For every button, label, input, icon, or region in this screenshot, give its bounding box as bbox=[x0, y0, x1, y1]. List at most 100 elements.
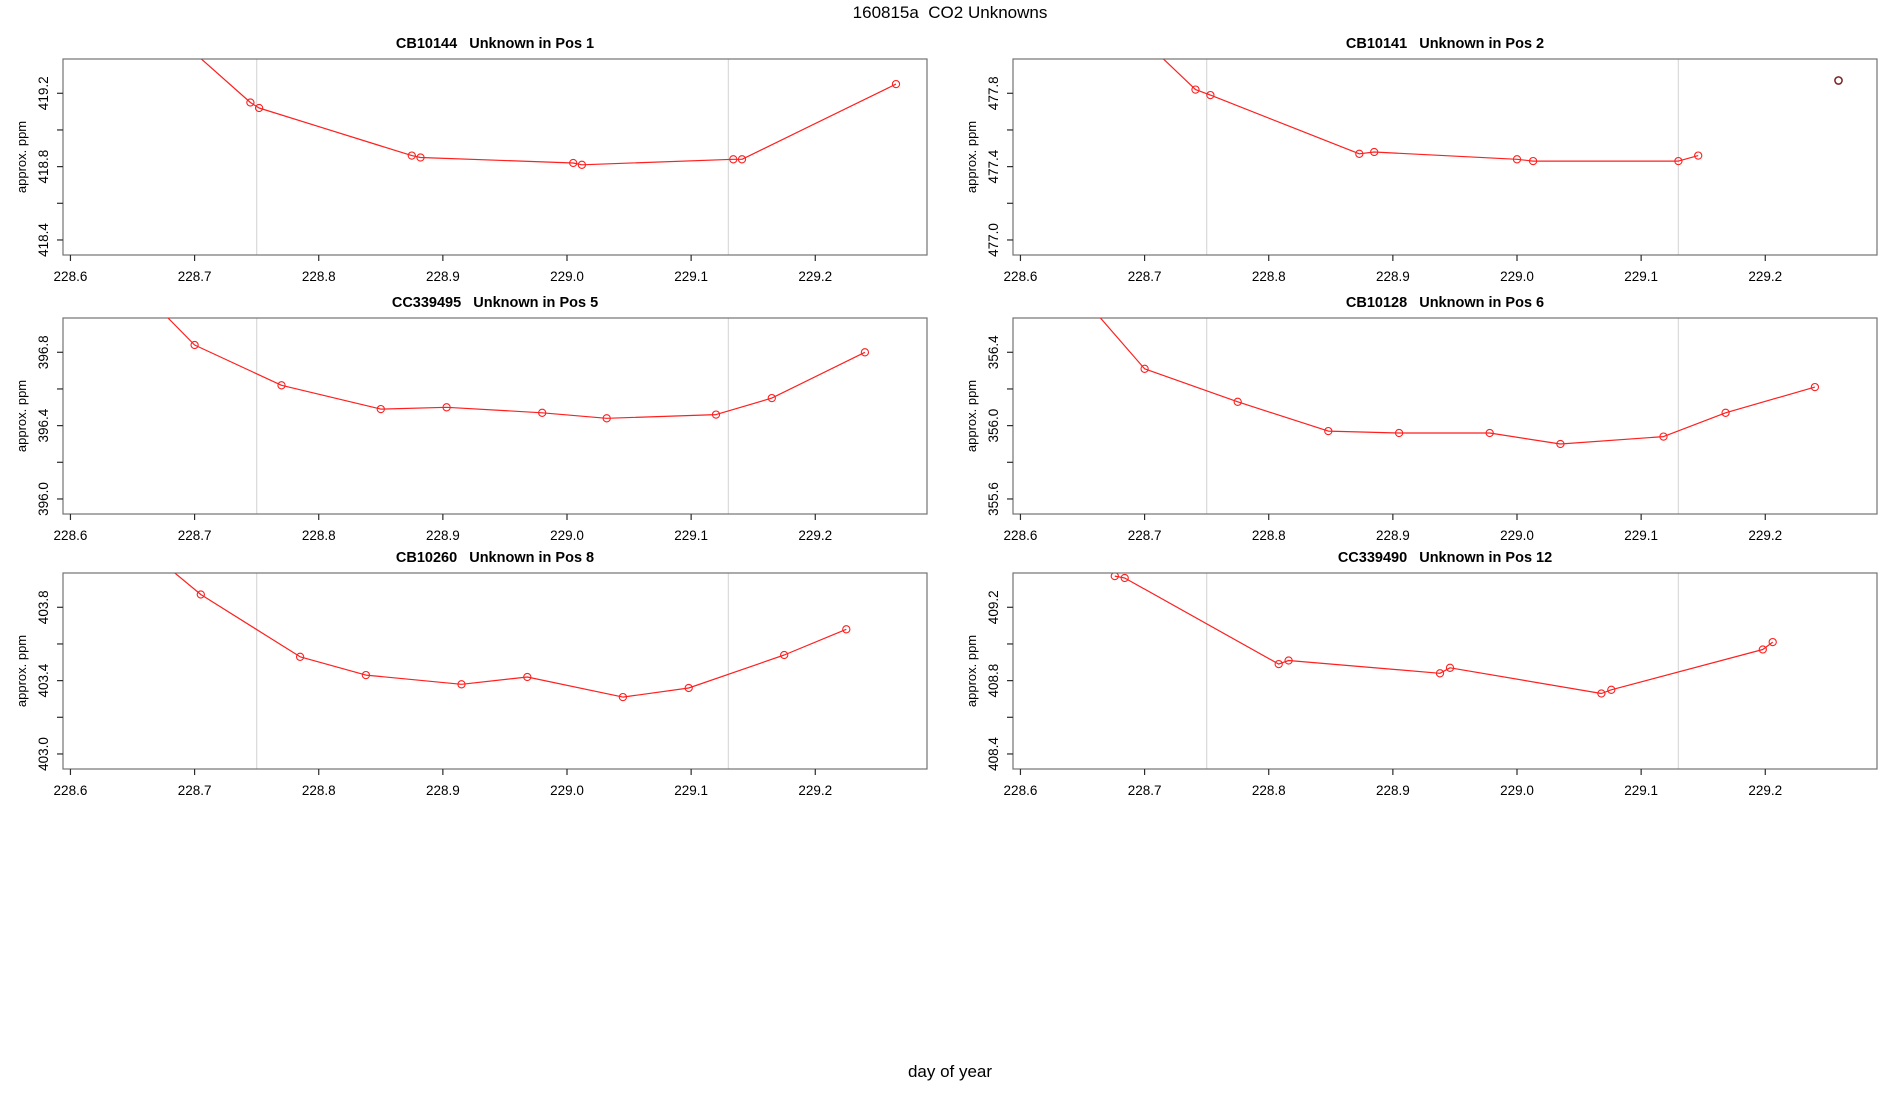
y-tick-label: 408.4 bbox=[986, 737, 1001, 771]
data-point-marker bbox=[1674, 156, 1683, 166]
data-point-marker bbox=[569, 158, 578, 168]
subplot-cc339495: 228.6 228.7 228.8 228.9 229.0 229.1 229.2 396.0… bbox=[14, 295, 928, 543]
x-tick-label: 228.7 bbox=[1128, 528, 1162, 543]
x-tick-label: 228.8 bbox=[1252, 269, 1286, 284]
data-point-marker bbox=[376, 404, 385, 414]
data-point-marker bbox=[1324, 426, 1333, 436]
series-line bbox=[173, 573, 847, 698]
x-tick-label: 229.1 bbox=[1624, 269, 1658, 284]
data-point-marker bbox=[416, 153, 425, 162]
data-point-marker bbox=[538, 408, 547, 417]
subplot-cb10260: 228.6 228.7 228.8 228.9 229.0 229.1 229.2 403.0… bbox=[14, 550, 928, 798]
x-tick-label: 228.9 bbox=[1376, 528, 1410, 543]
plot-frame bbox=[1012, 572, 1878, 770]
data-point-marker bbox=[1394, 428, 1404, 438]
y-tick-label: 355.6 bbox=[986, 482, 1001, 516]
y-tick-label: 418.8 bbox=[36, 150, 51, 184]
y-tick-label: 418.4 bbox=[36, 223, 51, 257]
data-point-marker bbox=[1140, 364, 1149, 373]
x-tick-label: 229.1 bbox=[674, 783, 708, 798]
x-tick-label: 228.6 bbox=[54, 783, 88, 798]
data-point-marker bbox=[1233, 397, 1242, 406]
data-point-marker bbox=[780, 650, 789, 660]
data-point-marker bbox=[860, 348, 870, 357]
data-point-marker bbox=[1110, 573, 1119, 581]
x-tick-label: 228.7 bbox=[1128, 783, 1162, 798]
y-tick-label: 396.8 bbox=[36, 335, 51, 369]
x-tick-label: 229.2 bbox=[798, 783, 832, 798]
x-axis-title: day of year bbox=[907, 1062, 993, 1081]
data-point-marker bbox=[618, 692, 628, 702]
x-tick-label: 229.2 bbox=[798, 528, 832, 543]
data-point-marker bbox=[196, 590, 205, 599]
data-point-marker bbox=[1659, 432, 1668, 441]
data-point-marker bbox=[1758, 645, 1767, 654]
y-tick-label: 356.4 bbox=[986, 335, 1001, 369]
x-tick-label: 229.0 bbox=[550, 269, 584, 284]
data-point-marker bbox=[407, 151, 416, 160]
subplot-cb10141: 228.6 228.7 228.8 228.9 229.0 229.1 229.2 477.0… bbox=[964, 36, 1878, 284]
x-tick-label: 229.1 bbox=[674, 528, 708, 543]
x-tick-label: 228.8 bbox=[1252, 783, 1286, 798]
x-tick-label: 229.1 bbox=[1624, 783, 1658, 798]
data-point-marker bbox=[1445, 663, 1455, 672]
x-tick-label: 229.0 bbox=[1500, 528, 1534, 543]
x-tick-label: 228.9 bbox=[426, 528, 460, 543]
data-point-marker bbox=[295, 652, 305, 661]
data-point-marker bbox=[1485, 428, 1494, 438]
x-tick-label: 229.0 bbox=[1500, 783, 1534, 798]
data-point-marker bbox=[842, 625, 851, 634]
data-point-marker bbox=[1435, 669, 1445, 678]
y-tick-label: 477.8 bbox=[986, 76, 1001, 110]
series-line bbox=[167, 318, 866, 419]
x-tick-label: 229.2 bbox=[798, 269, 832, 284]
data-point-marker bbox=[190, 340, 199, 350]
figure-title: 160815a CO2 Unknowns bbox=[852, 3, 1048, 22]
x-tick-label: 229.2 bbox=[1748, 783, 1782, 798]
x-tick-label: 228.7 bbox=[178, 528, 212, 543]
x-tick-label: 228.6 bbox=[54, 269, 88, 284]
data-point-marker bbox=[767, 393, 776, 403]
x-tick-label: 228.8 bbox=[302, 269, 336, 284]
data-point-marker bbox=[1597, 689, 1606, 698]
x-tick-label: 228.9 bbox=[1376, 269, 1410, 284]
data-point-marker bbox=[577, 160, 587, 169]
subplot-title: CB10141 Unknown in Pos 2 bbox=[1346, 36, 1544, 52]
subplot-cb10144: 228.6 228.7 228.8 228.9 229.0 229.1 229.2 418.4… bbox=[14, 36, 928, 284]
x-tick-label: 229.1 bbox=[674, 269, 708, 284]
plot-frame bbox=[1012, 58, 1878, 256]
x-tick-label: 228.8 bbox=[302, 528, 336, 543]
plot-frame bbox=[62, 317, 928, 515]
x-tick-label: 229.0 bbox=[550, 528, 584, 543]
y-tick-label: 408.8 bbox=[986, 664, 1001, 698]
x-tick-label: 228.7 bbox=[178, 783, 212, 798]
x-tick-label: 228.6 bbox=[1004, 269, 1038, 284]
y-tick-label: 403.0 bbox=[36, 737, 51, 771]
y-axis-title: approx. ppm bbox=[964, 121, 979, 193]
x-tick-label: 229.2 bbox=[1748, 269, 1782, 284]
x-tick-label: 228.7 bbox=[1128, 269, 1162, 284]
subplot-title: CC339490 Unknown in Pos 12 bbox=[1338, 550, 1552, 566]
subplot-title: CC339495 Unknown in Pos 5 bbox=[392, 295, 598, 311]
x-tick-label: 228.6 bbox=[54, 528, 88, 543]
data-point-marker bbox=[1191, 85, 1200, 94]
data-point-marker bbox=[246, 98, 255, 107]
x-tick-label: 228.6 bbox=[1004, 528, 1038, 543]
series-line bbox=[1099, 318, 1816, 445]
y-tick-label: 403.8 bbox=[36, 590, 51, 624]
plot-frame bbox=[62, 572, 928, 770]
series-line bbox=[1114, 575, 1774, 695]
data-point-marker bbox=[1607, 685, 1616, 694]
y-tick-label: 396.0 bbox=[36, 482, 51, 516]
y-axis-title: approx. ppm bbox=[964, 635, 979, 707]
y-tick-label: 477.4 bbox=[986, 149, 1001, 183]
data-point-marker bbox=[1206, 90, 1215, 100]
data-point-marker bbox=[277, 381, 286, 390]
series-line bbox=[1162, 59, 1699, 162]
subplot-cb10128: 228.6 228.7 228.8 228.9 229.0 229.1 229.2 355.6… bbox=[964, 295, 1878, 543]
x-tick-label: 228.9 bbox=[1376, 783, 1410, 798]
y-tick-label: 356.0 bbox=[986, 409, 1001, 443]
x-tick-label: 228.8 bbox=[302, 783, 336, 798]
data-point-marker bbox=[1274, 659, 1283, 669]
